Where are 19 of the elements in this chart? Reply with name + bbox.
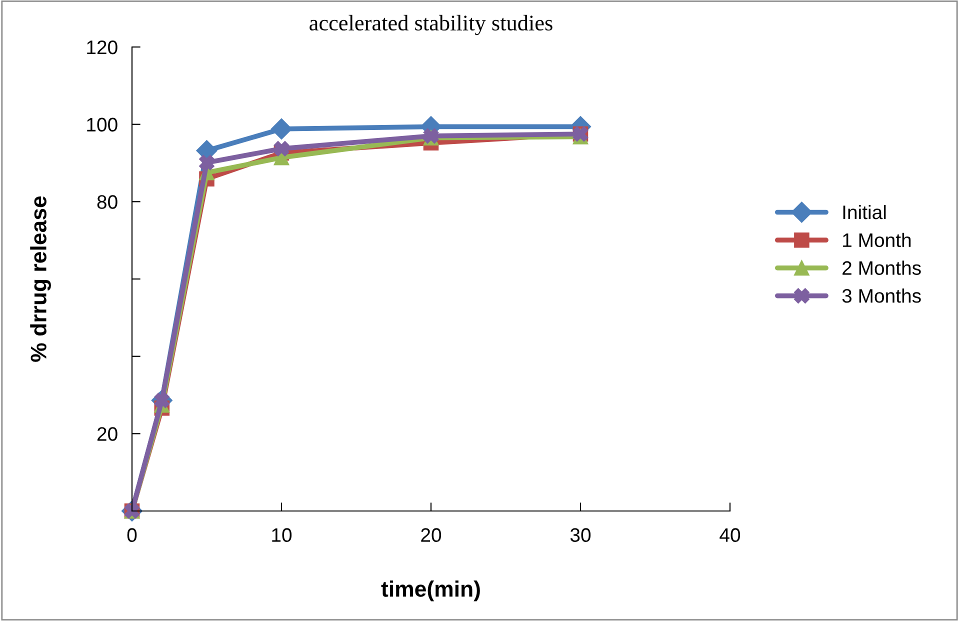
legend-label: 3 Months xyxy=(842,288,921,303)
y-tick-label: 100 xyxy=(87,118,118,132)
point xyxy=(274,141,290,156)
point xyxy=(270,118,292,140)
y-tick-label: 120 xyxy=(87,40,118,54)
x-tick-label: 40 xyxy=(720,528,740,542)
legend-label: Initial xyxy=(843,204,886,220)
x-tick-label: 0 xyxy=(127,528,137,542)
legend-label: 2 Months xyxy=(842,260,921,275)
y-tick-label: 20 xyxy=(97,427,118,441)
x-axis-title: time(min) xyxy=(381,580,480,602)
x-tick-label: 20 xyxy=(421,528,442,542)
x-tick-label: 30 xyxy=(570,528,591,542)
y-tick-label: 80 xyxy=(97,195,118,209)
y-axis-title: % drrug release xyxy=(30,196,51,362)
chart-title: accelerated stability studies xyxy=(310,14,552,36)
point xyxy=(199,154,214,170)
legend-label: 1 Month xyxy=(843,232,911,248)
x-tick-label: 10 xyxy=(272,528,292,542)
